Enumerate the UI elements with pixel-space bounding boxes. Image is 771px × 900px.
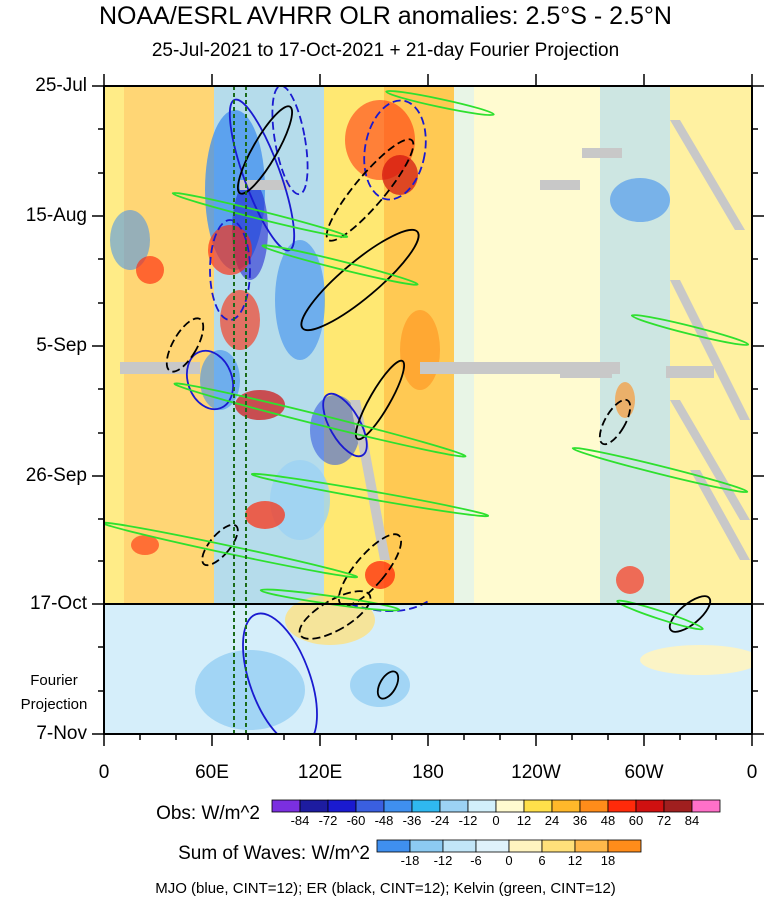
obs-colorbar-swatch <box>607 799 637 813</box>
projection-label-line1: Fourier <box>30 672 78 689</box>
obs-colorbar-swatch <box>299 799 329 813</box>
waves-colorbar-tick-label: -18 <box>400 853 420 868</box>
kelvin-contours <box>104 90 750 631</box>
waves-colorbar-swatch <box>541 839 576 853</box>
obs-colorbar-tick-label: -72 <box>318 813 338 828</box>
obs-colorbar-swatch <box>467 799 497 813</box>
waves-colorbar-swatch <box>376 839 411 853</box>
obs-colorbar-swatch <box>691 799 721 813</box>
waves-colorbar-title: Sum of Waves: W/m^2 <box>178 843 370 864</box>
y-label-15-aug: 15-Aug <box>25 205 87 226</box>
obs-colorbar <box>271 799 721 813</box>
waves-colorbar-tick-label: 6 <box>538 853 546 868</box>
obs-shading <box>104 86 752 604</box>
obs-colorbar-tick-label: -48 <box>374 813 394 828</box>
obs-colorbar-tick-label: -60 <box>346 813 366 828</box>
x-label-0-east: 0 <box>746 762 758 783</box>
obs-colorbar-tick-label: 72 <box>656 813 672 828</box>
chart-title: NOAA/ESRL AVHRR OLR anomalies: 2.5°S - 2… <box>99 2 672 30</box>
y-ticks <box>92 85 764 735</box>
obs-colorbar-swatch <box>523 799 553 813</box>
obs-colorbar-swatch <box>411 799 441 813</box>
obs-colorbar-tick-label: 24 <box>544 813 560 828</box>
x-label-60e: 60E <box>195 762 229 783</box>
er-contours <box>165 105 712 700</box>
obs-colorbar-title: Obs: W/m^2 <box>156 803 260 824</box>
obs-colorbar-tick-label: 36 <box>572 813 588 828</box>
obs-colorbar-tick-label: -84 <box>290 813 310 828</box>
x-label-0: 0 <box>98 762 110 783</box>
wave-contours <box>104 86 750 734</box>
obs-colorbar-swatch <box>439 799 469 813</box>
missing-data <box>120 120 750 560</box>
waves-colorbar-swatch <box>508 839 543 853</box>
obs-colorbar-tick-label: -24 <box>430 813 450 828</box>
x-ticks <box>103 74 753 746</box>
obs-colorbar-tick-label: -36 <box>402 813 422 828</box>
x-label-60w: 60W <box>624 762 664 783</box>
obs-colorbar-tick-label: 12 <box>516 813 532 828</box>
obs-colorbar-swatch <box>495 799 525 813</box>
y-label-25-jul: 25-Jul <box>35 75 87 96</box>
obs-colorbar-swatch <box>579 799 609 813</box>
projection-label-line2: Projection <box>20 696 88 713</box>
obs-colorbar-tick-label: -12 <box>458 813 478 828</box>
waves-colorbar-tick-label: 18 <box>600 853 616 868</box>
obs-colorbar-swatch <box>355 799 385 813</box>
waves-colorbar-tick-label: 12 <box>567 853 583 868</box>
projection-shading <box>195 595 752 730</box>
y-label-26-sep: 26-Sep <box>25 465 87 486</box>
waves-colorbar-tick-label: -12 <box>433 853 453 868</box>
obs-colorbar-swatch <box>635 799 665 813</box>
x-label-120e: 120E <box>297 762 343 783</box>
x-label-120w: 120W <box>511 762 561 783</box>
obs-colorbar-tick-label: 84 <box>684 813 700 828</box>
y-label-17-oct: 17-Oct <box>29 593 87 614</box>
obs-colorbar-swatch <box>663 799 693 813</box>
obs-colorbar-swatch <box>383 799 413 813</box>
obs-colorbar-swatch <box>327 799 357 813</box>
chart-footer: MJO (blue, CINT=12); ER (black, CINT=12)… <box>155 880 616 897</box>
obs-colorbar-tick-label: 0 <box>492 813 500 828</box>
waves-colorbar-tick-label: 0 <box>505 853 513 868</box>
x-label-180: 180 <box>412 762 444 783</box>
chart-subtitle: 25-Jul-2021 to 17-Oct-2021 + 21-day Four… <box>151 40 620 61</box>
waves-colorbar-swatch <box>475 839 510 853</box>
waves-colorbar-tick-label: -6 <box>470 853 482 868</box>
y-label-7-nov: 7-Nov <box>36 723 87 744</box>
obs-colorbar-tick-label: 60 <box>628 813 644 828</box>
obs-colorbar-swatch <box>271 799 301 813</box>
obs-colorbar-tick-label: 48 <box>600 813 616 828</box>
obs-colorbar-swatch <box>551 799 581 813</box>
waves-colorbar-swatch <box>442 839 477 853</box>
y-label-5-sep: 5-Sep <box>36 335 87 356</box>
waves-colorbar-swatch <box>574 839 609 853</box>
mjo-contours <box>186 86 431 734</box>
waves-colorbar-swatch <box>409 839 444 853</box>
waves-colorbar-swatch <box>607 839 642 853</box>
waves-colorbar <box>376 839 642 853</box>
